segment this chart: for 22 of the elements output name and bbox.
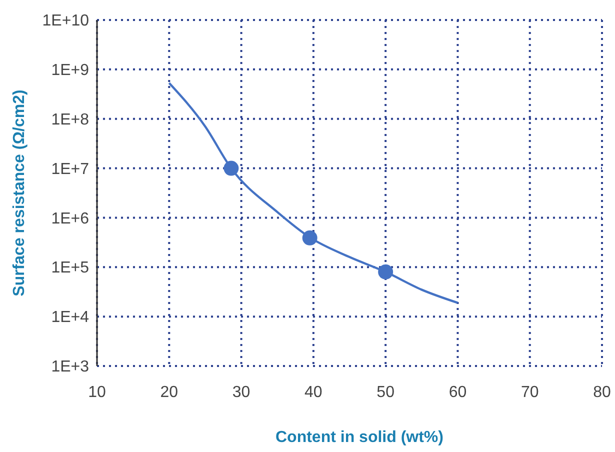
x-tick-label: 70 <box>520 384 539 401</box>
x-tick-label: 10 <box>88 384 106 401</box>
y-tick-label: 1E+8 <box>51 111 90 128</box>
y-tick-label: 1E+5 <box>51 260 90 277</box>
y-tick-label: 1E+4 <box>51 309 90 326</box>
x-tick-label: 80 <box>593 384 611 401</box>
point <box>302 230 318 246</box>
point <box>378 264 394 280</box>
y-axis-title: Surface resistance (Ω/cm2) <box>11 90 28 296</box>
x-axis-title: Content in solid (wt%) <box>276 429 444 446</box>
y-tick-label: 1E+3 <box>51 358 90 376</box>
x-tick-label: 50 <box>376 384 395 401</box>
y-tick-label: 1E+6 <box>51 210 90 228</box>
x-tick-label: 30 <box>232 384 250 401</box>
y-tick-label: 1E+10 <box>42 12 90 30</box>
point <box>224 160 239 176</box>
y-tick-label: 1E+7 <box>51 160 90 178</box>
x-tick-label: 60 <box>448 384 467 401</box>
y-tick-label: 1E+9 <box>51 62 90 80</box>
line-series <box>168 82 459 304</box>
x-tick-label: 20 <box>160 384 178 401</box>
x-tick-label: 40 <box>304 384 322 401</box>
